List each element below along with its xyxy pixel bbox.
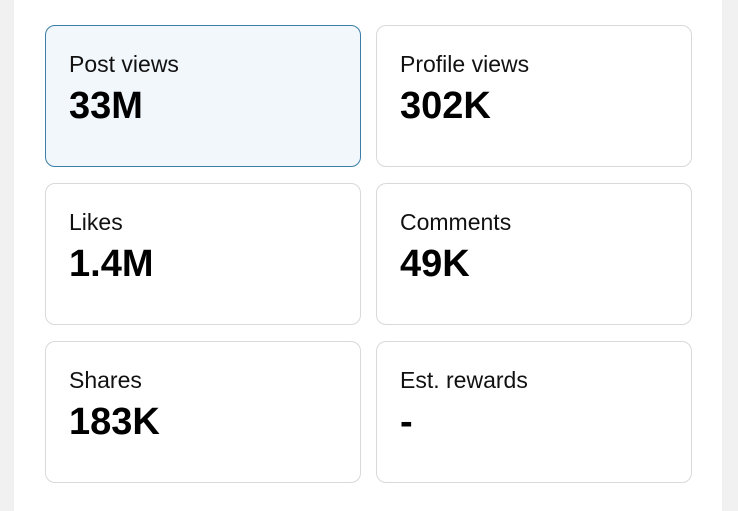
stats-grid: Post views 33M Profile views 302K Likes …	[45, 25, 692, 483]
stat-card-est-rewards[interactable]: Est. rewards -	[376, 341, 692, 483]
stat-label: Likes	[69, 209, 123, 235]
stat-value: 302K	[400, 85, 491, 127]
stat-value: 1.4M	[69, 243, 154, 285]
stat-card-comments[interactable]: Comments 49K	[376, 183, 692, 325]
stat-value: 183K	[69, 401, 160, 443]
stat-label: Est. rewards	[400, 367, 528, 393]
stat-label: Comments	[400, 209, 512, 235]
stat-value: -	[400, 401, 413, 443]
stat-card-likes[interactable]: Likes 1.4M	[45, 183, 361, 325]
stat-card-post-views[interactable]: Post views 33M	[45, 25, 361, 167]
stat-card-shares[interactable]: Shares 183K	[45, 341, 361, 483]
stat-label: Shares	[69, 367, 142, 393]
stat-value: 49K	[400, 243, 470, 285]
stat-value: 33M	[69, 85, 143, 127]
stat-label: Profile views	[400, 51, 530, 77]
stat-label: Post views	[69, 51, 179, 77]
stats-panel: Post views 33M Profile views 302K Likes …	[14, 0, 722, 511]
stat-card-profile-views[interactable]: Profile views 302K	[376, 25, 692, 167]
